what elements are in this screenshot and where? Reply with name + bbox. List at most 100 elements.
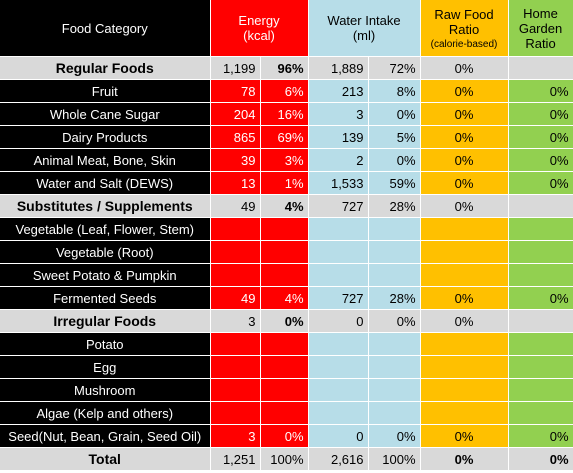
table-row: Whole Cane Sugar 204 16% 3 0% 0% 0%	[0, 102, 573, 126]
energy-percent	[260, 240, 309, 264]
energy-value: 204	[210, 102, 261, 126]
category-cell: Fruit	[0, 79, 211, 103]
table-row: Algae (Kelp and others)	[0, 401, 573, 425]
water-value: 2	[308, 148, 369, 172]
energy-value: 1,251	[210, 447, 261, 471]
header-energy: Energy (kcal)	[210, 0, 309, 57]
header-water-unit: (ml)	[352, 28, 376, 43]
header-energy-unit: (kcal)	[243, 28, 275, 43]
header-raw-line2: Ratio	[448, 21, 480, 37]
energy-percent: 6%	[260, 79, 309, 103]
category-cell: Mushroom	[0, 378, 211, 402]
energy-value	[210, 332, 261, 356]
category-cell: Dairy Products	[0, 125, 211, 149]
raw-ratio: 0%	[420, 194, 509, 218]
energy-percent	[260, 355, 309, 379]
header-home-garden: Home Garden Ratio	[508, 0, 573, 57]
header-water: Water Intake (ml)	[308, 0, 421, 57]
water-value: 139	[308, 125, 369, 149]
table-row: Egg	[0, 355, 573, 379]
energy-value	[210, 355, 261, 379]
energy-value	[210, 263, 261, 287]
water-value	[308, 217, 369, 241]
home-garden-ratio	[508, 332, 573, 356]
raw-ratio: 0%	[420, 286, 509, 310]
category-cell: Seed(Nut, Bean, Grain, Seed Oil)	[0, 424, 211, 448]
energy-percent: 69%	[260, 125, 309, 149]
home-garden-ratio: 0%	[508, 125, 573, 149]
water-value: 3	[308, 102, 369, 126]
home-garden-ratio: 0%	[508, 286, 573, 310]
category-cell: Water and Salt (DEWS)	[0, 171, 211, 195]
energy-value	[210, 378, 261, 402]
energy-value: 39	[210, 148, 261, 172]
water-percent	[368, 401, 421, 425]
raw-ratio: 0%	[420, 125, 509, 149]
category-cell: Vegetable (Root)	[0, 240, 211, 264]
category-cell: Sweet Potato & Pumpkin	[0, 263, 211, 287]
header-water-label: Water Intake	[327, 13, 401, 28]
home-garden-ratio: 0%	[508, 171, 573, 195]
water-value: 727	[308, 286, 369, 310]
energy-percent: 16%	[260, 102, 309, 126]
header-hg-line1: Home	[523, 5, 558, 21]
table-row: Potato	[0, 332, 573, 356]
water-value: 213	[308, 79, 369, 103]
raw-ratio: 0%	[420, 56, 509, 80]
energy-value: 3	[210, 309, 261, 333]
water-value	[308, 263, 369, 287]
header-category: Food Category	[0, 0, 211, 57]
home-garden-ratio: 0%	[508, 79, 573, 103]
table-row: Fruit 78 6% 213 8% 0% 0%	[0, 79, 573, 103]
table-row: Animal Meat, Bone, Skin 39 3% 2 0% 0% 0%	[0, 148, 573, 172]
water-percent	[368, 217, 421, 241]
energy-percent: 4%	[260, 286, 309, 310]
water-value	[308, 355, 369, 379]
energy-value: 1,199	[210, 56, 261, 80]
home-garden-ratio: 0%	[508, 447, 573, 471]
raw-ratio: 0%	[420, 424, 509, 448]
raw-ratio: 0%	[420, 447, 509, 471]
header-hg-line3: Ratio	[525, 35, 556, 51]
energy-percent	[260, 217, 309, 241]
header-hg-line2: Garden	[518, 20, 563, 36]
water-percent: 0%	[368, 102, 421, 126]
water-percent	[368, 263, 421, 287]
home-garden-ratio	[508, 194, 573, 218]
home-garden-ratio	[508, 401, 573, 425]
energy-value	[210, 240, 261, 264]
energy-percent	[260, 263, 309, 287]
water-value	[308, 240, 369, 264]
water-value: 1,533	[308, 171, 369, 195]
raw-ratio: 0%	[420, 309, 509, 333]
energy-percent: 100%	[260, 447, 309, 471]
category-cell: Regular Foods	[0, 56, 211, 80]
group-row: Irregular Foods 3 0% 0 0% 0%	[0, 309, 573, 333]
water-percent: 0%	[368, 148, 421, 172]
category-cell: Vegetable (Leaf, Flower, Stem)	[0, 217, 211, 241]
home-garden-ratio	[508, 240, 573, 264]
water-value: 0	[308, 424, 369, 448]
water-percent: 28%	[368, 194, 421, 218]
home-garden-ratio: 0%	[508, 102, 573, 126]
water-percent: 100%	[368, 447, 421, 471]
raw-ratio	[420, 332, 509, 356]
table-row: Water and Salt (DEWS) 13 1% 1,533 59% 0% 0%	[0, 171, 573, 195]
water-percent: 5%	[368, 125, 421, 149]
energy-value: 49	[210, 286, 261, 310]
energy-percent	[260, 332, 309, 356]
table-row: Vegetable (Root)	[0, 240, 573, 264]
table-row: Mushroom	[0, 378, 573, 402]
category-cell: Egg	[0, 355, 211, 379]
table-row: Fermented Seeds 49 4% 727 28% 0% 0%	[0, 286, 573, 310]
raw-ratio	[420, 263, 509, 287]
header-energy-label: Energy	[238, 13, 280, 28]
group-row: Regular Foods 1,199 96% 1,889 72% 0%	[0, 56, 573, 80]
category-cell: Total	[0, 447, 211, 471]
water-value	[308, 378, 369, 402]
energy-percent: 0%	[260, 309, 309, 333]
water-value: 1,889	[308, 56, 369, 80]
home-garden-ratio: 0%	[508, 424, 573, 448]
energy-value: 3	[210, 424, 261, 448]
